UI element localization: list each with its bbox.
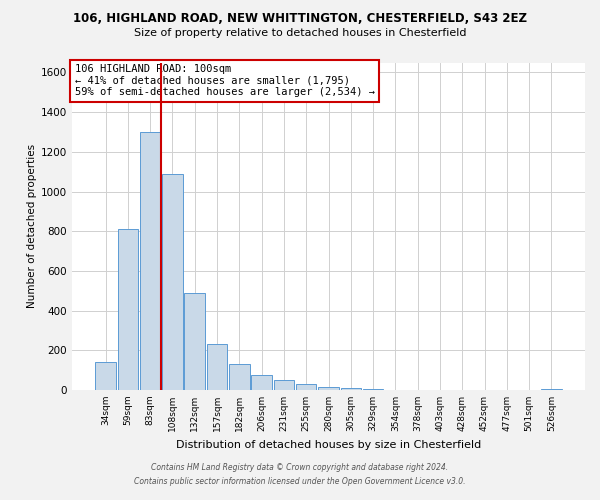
Text: Contains HM Land Registry data © Crown copyright and database right 2024.: Contains HM Land Registry data © Crown c… [151, 464, 449, 472]
Bar [184, 292, 205, 390]
Bar [541, 389, 562, 390]
X-axis label: Distribution of detached houses by size in Chesterfield: Distribution of detached houses by size … [176, 440, 481, 450]
Text: Size of property relative to detached houses in Chesterfield: Size of property relative to detached ho… [134, 28, 466, 38]
Text: Contains public sector information licensed under the Open Government Licence v3: Contains public sector information licen… [134, 477, 466, 486]
Bar [140, 132, 160, 390]
Bar [318, 387, 339, 390]
Bar [251, 375, 272, 390]
Bar [296, 384, 316, 390]
Bar [341, 388, 361, 390]
Y-axis label: Number of detached properties: Number of detached properties [27, 144, 37, 308]
Bar [162, 174, 183, 390]
Text: 106 HIGHLAND ROAD: 100sqm
← 41% of detached houses are smaller (1,795)
59% of se: 106 HIGHLAND ROAD: 100sqm ← 41% of detac… [74, 64, 374, 98]
Bar [229, 364, 250, 390]
Bar [274, 380, 294, 390]
Bar [207, 344, 227, 390]
Bar [118, 229, 138, 390]
Bar [95, 362, 116, 390]
Text: 106, HIGHLAND ROAD, NEW WHITTINGTON, CHESTERFIELD, S43 2EZ: 106, HIGHLAND ROAD, NEW WHITTINGTON, CHE… [73, 12, 527, 26]
